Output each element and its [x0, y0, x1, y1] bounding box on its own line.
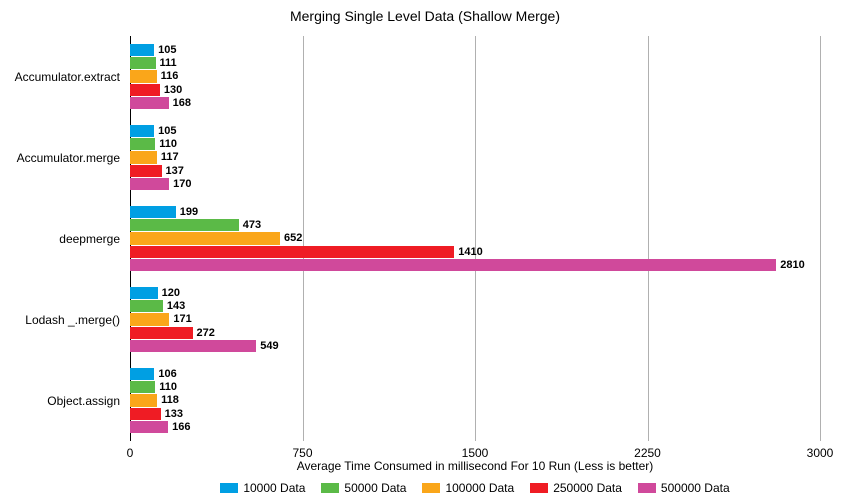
- bar-value-label: 1410: [454, 246, 482, 258]
- bar-value-label: 652: [280, 232, 302, 244]
- legend-swatch: [422, 483, 440, 493]
- bar: 130: [130, 84, 160, 96]
- x-tick-label: 750: [292, 441, 312, 460]
- bar: 2810: [130, 259, 776, 271]
- legend-label: 100000 Data: [445, 481, 514, 495]
- legend-label: 250000 Data: [553, 481, 622, 495]
- legend-item: 10000 Data: [220, 480, 305, 495]
- bar-value-label: 120: [158, 287, 180, 299]
- legend-swatch: [220, 483, 238, 493]
- bar: 110: [130, 138, 155, 150]
- bar-value-label: 133: [161, 408, 183, 420]
- bar: 105: [130, 125, 154, 137]
- category-label: Object.assign: [47, 394, 130, 408]
- bar-value-label: 168: [169, 97, 191, 109]
- category-label: Lodash _.merge(): [25, 313, 130, 327]
- bar-value-label: 111: [156, 57, 177, 69]
- category-group: deepmerge19947365214102810: [130, 198, 820, 279]
- chart-root: Merging Single Level Data (Shallow Merge…: [0, 0, 850, 501]
- bar: 105: [130, 44, 154, 56]
- bar: 652: [130, 232, 280, 244]
- bar-value-label: 105: [154, 125, 176, 137]
- bar-value-label: 549: [256, 340, 278, 352]
- bar: 137: [130, 165, 162, 177]
- bar-value-label: 473: [239, 219, 261, 231]
- category-group: Accumulator.merge105110117137170: [130, 117, 820, 198]
- legend-label: 50000 Data: [344, 481, 406, 495]
- bar: 272: [130, 327, 193, 339]
- bar: 168: [130, 97, 169, 109]
- bar: 120: [130, 287, 158, 299]
- bar: 473: [130, 219, 239, 231]
- category-label: deepmerge: [59, 232, 130, 246]
- bar-value-label: 143: [163, 300, 185, 312]
- bar: 549: [130, 340, 256, 352]
- bar: 199: [130, 206, 176, 218]
- bar-value-label: 110: [155, 138, 177, 150]
- bar: 111: [130, 57, 156, 69]
- category-label: Accumulator.extract: [15, 70, 130, 84]
- bar-value-label: 171: [169, 313, 191, 325]
- plot-area: 0750150022503000Accumulator.extract10511…: [130, 36, 820, 441]
- category-group: Accumulator.extract105111116130168: [130, 36, 820, 117]
- x-axis-title: Average Time Consumed in millisecond For…: [130, 459, 820, 473]
- legend: 10000 Data 50000 Data 100000 Data 250000 Da…: [130, 480, 820, 495]
- bar-value-label: 106: [154, 368, 176, 380]
- bar: 1410: [130, 246, 454, 258]
- chart-title: Merging Single Level Data (Shallow Merge…: [0, 8, 850, 24]
- bar-value-label: 166: [168, 421, 190, 433]
- bar: 110: [130, 381, 155, 393]
- bar-value-label: 170: [169, 178, 191, 190]
- bar-value-label: 110: [155, 381, 177, 393]
- legend-swatch: [638, 483, 656, 493]
- bar: 170: [130, 178, 169, 190]
- x-tick-label: 2250: [634, 441, 661, 460]
- bar: 133: [130, 408, 161, 420]
- bar-value-label: 118: [157, 394, 179, 406]
- legend-item: 250000 Data: [530, 480, 622, 495]
- legend-label: 500000 Data: [661, 481, 730, 495]
- bar: 171: [130, 313, 169, 325]
- legend-swatch: [321, 483, 339, 493]
- legend-item: 500000 Data: [638, 480, 730, 495]
- bar: 117: [130, 151, 157, 163]
- category-group: Lodash _.merge()120143171272549: [130, 279, 820, 360]
- x-tick-label: 1500: [462, 441, 489, 460]
- x-tick-label: 3000: [807, 441, 834, 460]
- bar: 106: [130, 368, 154, 380]
- bar-value-label: 272: [193, 327, 215, 339]
- x-tick-label: 0: [127, 441, 134, 460]
- bar: 143: [130, 300, 163, 312]
- bar-value-label: 137: [162, 165, 184, 177]
- category-group: Object.assign106110118133166: [130, 360, 820, 441]
- legend-swatch: [530, 483, 548, 493]
- category-label: Accumulator.merge: [17, 151, 130, 165]
- x-gridline: [820, 36, 821, 441]
- bar-value-label: 130: [160, 84, 182, 96]
- bar-value-label: 2810: [776, 259, 804, 271]
- bar: 166: [130, 421, 168, 433]
- bar-value-label: 116: [157, 70, 179, 82]
- legend-label: 10000 Data: [243, 481, 305, 495]
- bar-value-label: 199: [176, 206, 198, 218]
- bar-value-label: 117: [157, 151, 179, 163]
- bar-value-label: 105: [154, 44, 176, 56]
- bar: 118: [130, 394, 157, 406]
- bar: 116: [130, 70, 157, 82]
- legend-item: 50000 Data: [321, 480, 406, 495]
- legend-item: 100000 Data: [422, 480, 514, 495]
